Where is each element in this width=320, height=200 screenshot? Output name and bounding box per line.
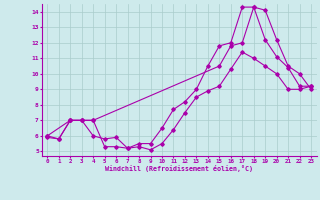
X-axis label: Windchill (Refroidissement éolien,°C): Windchill (Refroidissement éolien,°C) [105,165,253,172]
